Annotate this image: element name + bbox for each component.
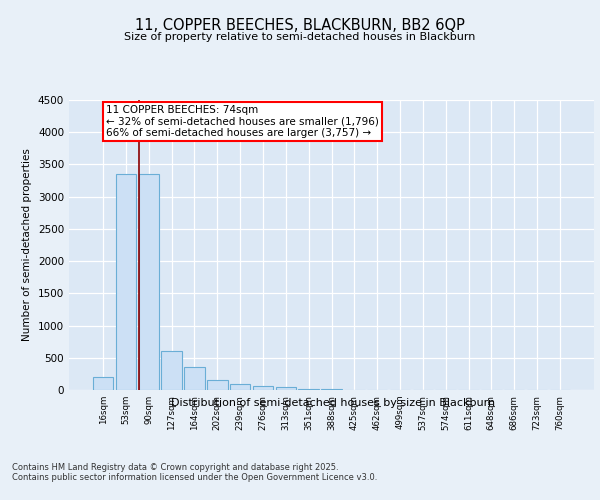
Text: Distribution of semi-detached houses by size in Blackburn: Distribution of semi-detached houses by …: [171, 398, 495, 407]
Bar: [230, 384, 250, 390]
Bar: [253, 386, 273, 390]
Text: 11, COPPER BEECHES, BLACKBURN, BB2 6QP: 11, COPPER BEECHES, BLACKBURN, BB2 6QP: [135, 18, 465, 32]
Bar: [139, 174, 159, 390]
Bar: [93, 377, 113, 390]
Text: Size of property relative to semi-detached houses in Blackburn: Size of property relative to semi-detach…: [124, 32, 476, 42]
Bar: [161, 352, 182, 390]
Bar: [275, 388, 296, 390]
Bar: [116, 174, 136, 390]
Text: 11 COPPER BEECHES: 74sqm
← 32% of semi-detached houses are smaller (1,796)
66% o: 11 COPPER BEECHES: 74sqm ← 32% of semi-d…: [106, 105, 379, 138]
Y-axis label: Number of semi-detached properties: Number of semi-detached properties: [22, 148, 32, 342]
Text: Contains public sector information licensed under the Open Government Licence v3: Contains public sector information licen…: [12, 472, 377, 482]
Text: Contains HM Land Registry data © Crown copyright and database right 2025.: Contains HM Land Registry data © Crown c…: [12, 462, 338, 471]
Bar: [298, 388, 319, 390]
Bar: [184, 368, 205, 390]
Bar: [207, 380, 227, 390]
